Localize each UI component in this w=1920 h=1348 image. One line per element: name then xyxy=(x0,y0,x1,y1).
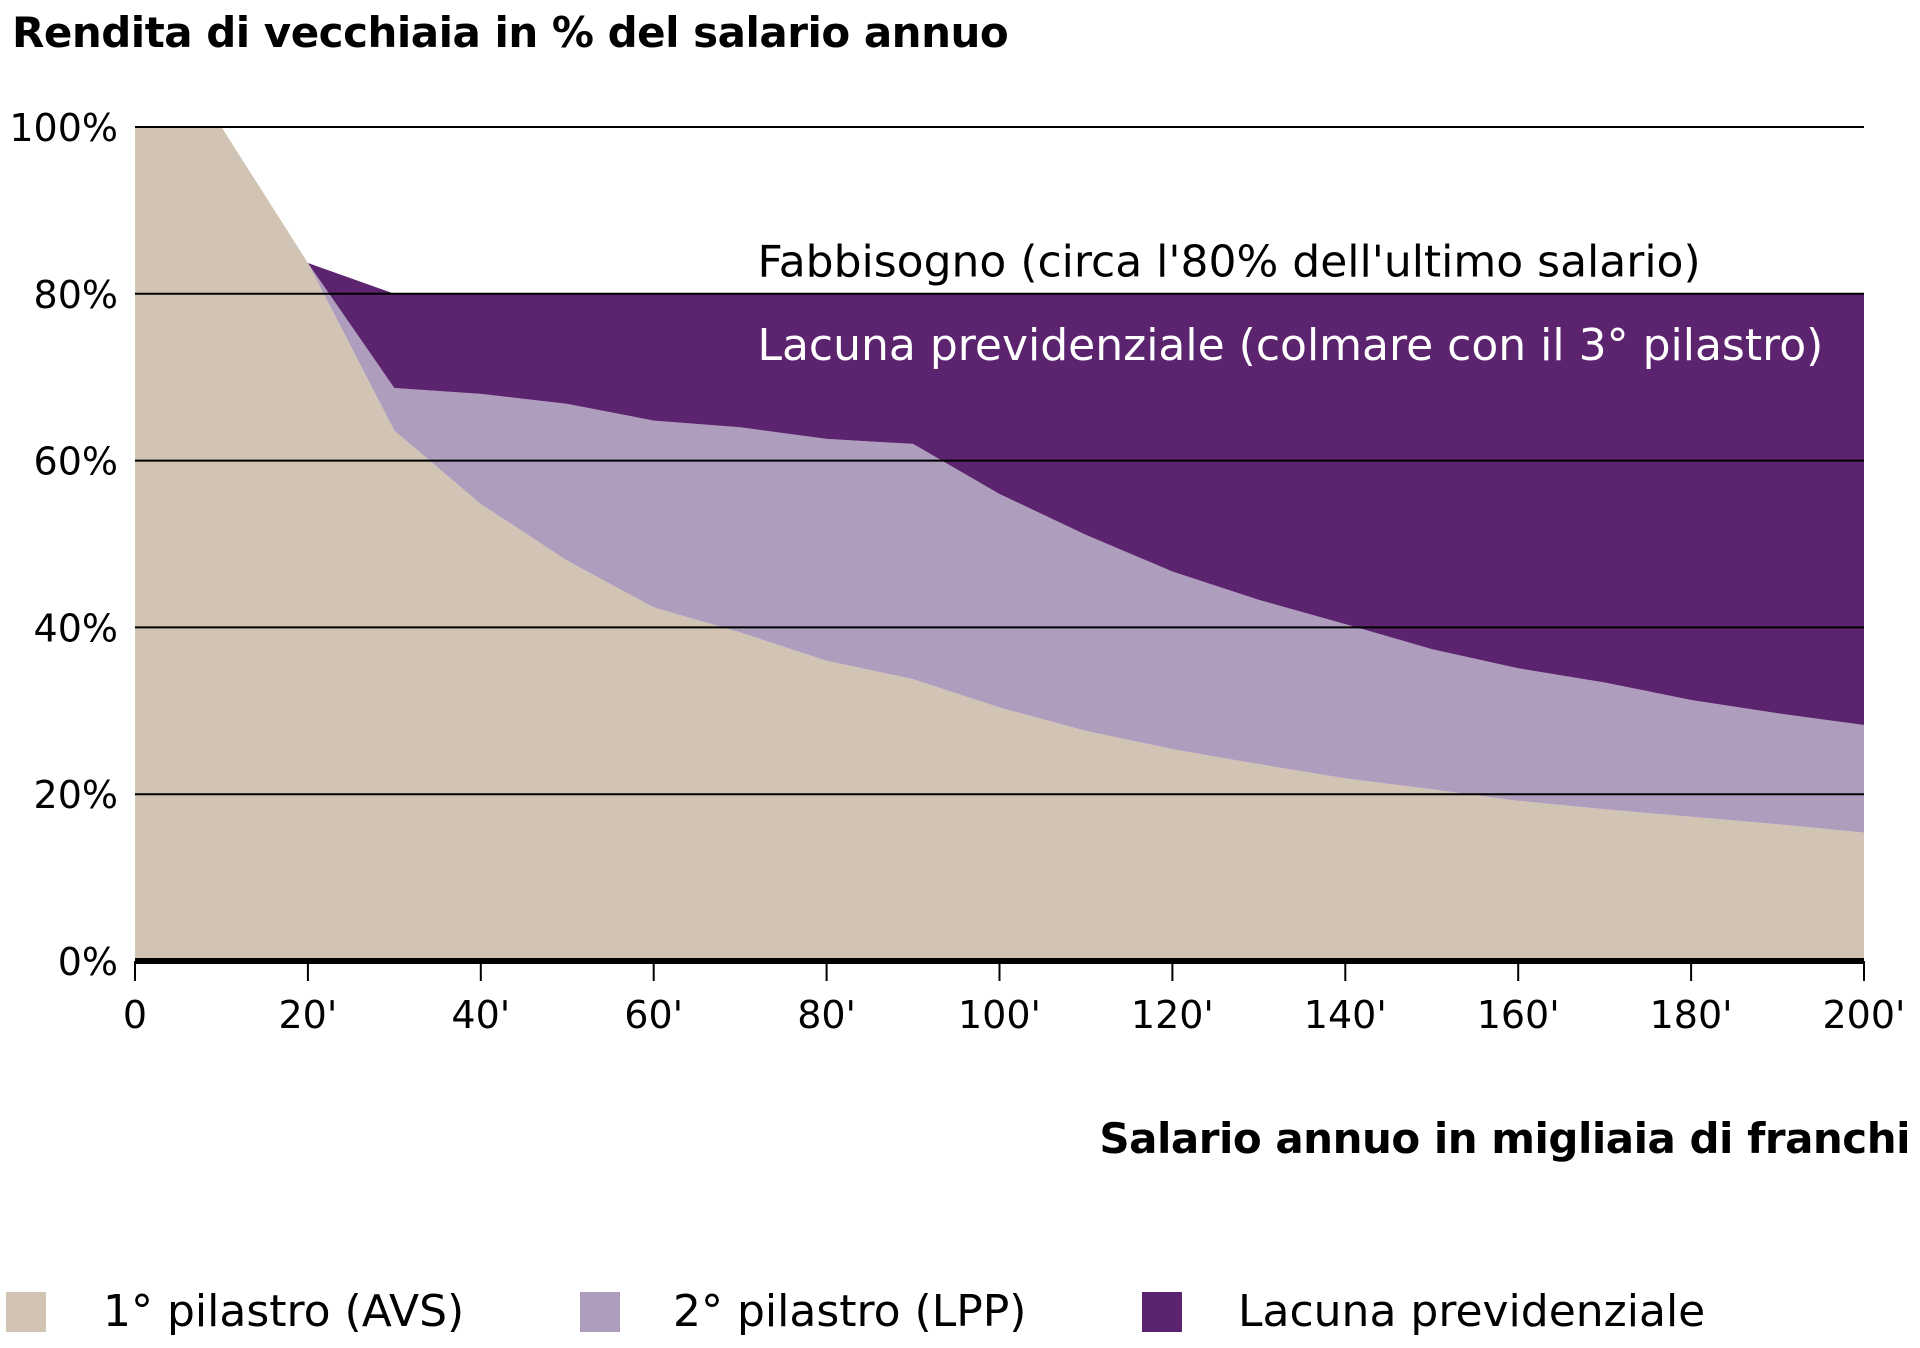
x-tick-label: 100' xyxy=(958,993,1041,1037)
legend-swatch-lacuna xyxy=(1142,1292,1182,1332)
legend-swatch-avs xyxy=(6,1292,46,1332)
x-axis-title: Salario annuo in migliaia di franchi xyxy=(1099,1114,1910,1163)
legend-label-lpp: 2° pilastro (LPP) xyxy=(673,1286,1027,1337)
y-tick-label: 100% xyxy=(9,106,118,150)
legend: 1° pilastro (AVS) 2° pilastro (LPP) Lacu… xyxy=(0,1286,1920,1337)
y-tick-label: 60% xyxy=(34,440,118,484)
x-tick-label: 40' xyxy=(451,993,510,1037)
chart-title: Rendita di vecchiaia in % del salario an… xyxy=(12,8,1009,57)
y-tick-label: 20% xyxy=(34,773,118,817)
legend-label-avs: 1° pilastro (AVS) xyxy=(103,1286,465,1337)
legend-label-lacuna: Lacuna previdenziale xyxy=(1238,1286,1706,1337)
x-tick-label: 60' xyxy=(624,993,683,1037)
area-1-pilastro-avs- xyxy=(135,127,1864,961)
x-tick-label: 80' xyxy=(797,993,856,1037)
x-tick-label: 120' xyxy=(1131,993,1214,1037)
y-tick-label: 80% xyxy=(34,273,118,317)
x-tick-label: 140' xyxy=(1304,993,1387,1037)
x-tick-label: 0 xyxy=(123,993,147,1037)
x-tick-label: 200' xyxy=(1823,993,1906,1037)
annotation-fabbisogno: Fabbisogno (circa l'80% dell'ultimo sala… xyxy=(757,236,1700,287)
x-tick-label: 160' xyxy=(1477,993,1560,1037)
area-2-pilastro-lpp- xyxy=(135,127,1864,833)
x-tick-label: 180' xyxy=(1650,993,1733,1037)
annotation-lacuna: Lacuna previdenziale (colmare con il 3° … xyxy=(757,320,1823,371)
area-lacuna-previdenziale xyxy=(135,127,1864,725)
legend-swatch-lpp xyxy=(580,1292,620,1332)
y-tick-label: 0% xyxy=(58,940,118,984)
x-tick-label: 20' xyxy=(278,993,337,1037)
y-tick-label: 40% xyxy=(34,606,118,650)
